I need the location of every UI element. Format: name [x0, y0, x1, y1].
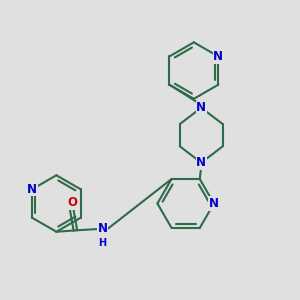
Text: H: H	[98, 238, 106, 248]
Text: N: N	[196, 101, 206, 114]
Text: N: N	[209, 197, 219, 210]
Text: N: N	[98, 222, 107, 235]
Text: O: O	[68, 196, 78, 209]
Text: N: N	[27, 183, 37, 196]
Text: N: N	[213, 50, 223, 63]
Text: N: N	[196, 156, 206, 169]
